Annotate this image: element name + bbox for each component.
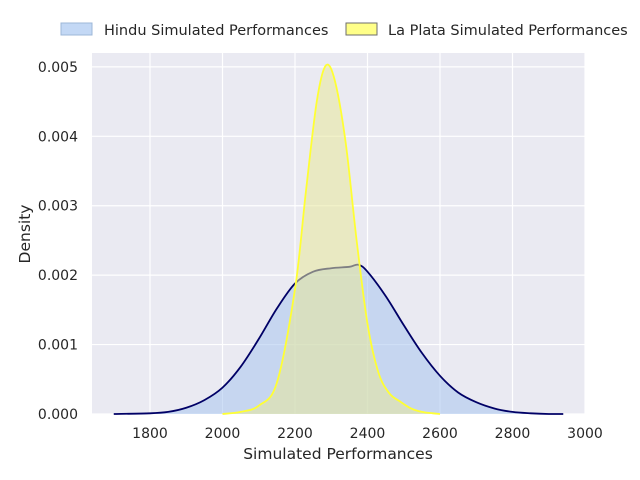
x-tick-label: 2400 [350,426,386,442]
x-tick-label: 2600 [422,426,458,442]
y-tick-label: 0.005 [38,60,78,76]
x-tick-label: 2000 [205,426,241,442]
x-axis-ticks: 1800 2000 2200 2400 2600 2800 3000 [132,426,603,442]
legend-label-hindu: Hindu Simulated Performances [104,23,328,39]
legend: Hindu Simulated Performances La Plata Si… [60,22,628,39]
density-area-la-plata [222,64,440,414]
legend-swatch-hindu [60,22,93,36]
legend-swatch-la-plata [345,22,378,36]
x-tick-label: 1800 [132,426,168,442]
y-axis-label: Density [16,205,34,264]
x-tick-label: 2200 [277,426,313,442]
x-axis-label: Simulated Performances [243,445,433,463]
x-tick-label: 3000 [567,426,603,442]
density-line-la-plata [222,63,441,415]
y-tick-label: 0.003 [38,199,78,215]
density-areas [113,63,564,415]
x-tick-label: 2800 [495,426,531,442]
y-tick-label: 0.004 [38,129,78,145]
y-tick-label: 0.001 [38,338,78,354]
y-axis-ticks: 0.000 0.001 0.002 0.003 0.004 0.005 [38,60,78,423]
y-tick-label: 0.002 [38,268,78,284]
legend-label-la-plata: La Plata Simulated Performances [388,23,628,39]
y-tick-label: 0.000 [38,407,78,423]
